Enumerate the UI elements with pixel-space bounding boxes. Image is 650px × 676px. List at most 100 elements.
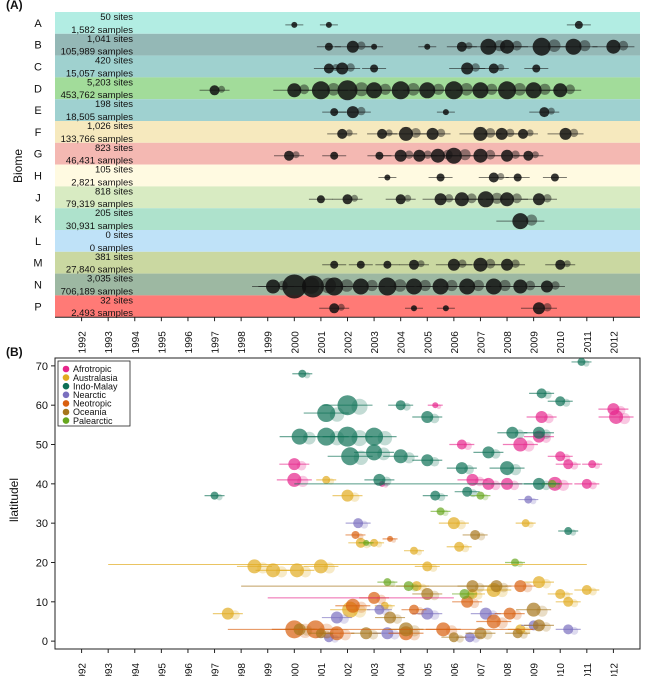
biome-point: [525, 82, 542, 99]
biome-code: P: [34, 301, 41, 313]
biome-point: [473, 148, 488, 163]
legend-swatch: [62, 374, 70, 381]
biome-samples: 453,762 samples: [61, 90, 134, 101]
region-point: [581, 478, 592, 489]
region-point: [529, 497, 537, 505]
biome-code: K: [34, 214, 42, 226]
panel-b-x-tick-label: 1992: [78, 663, 89, 676]
legend-box: [57, 360, 131, 427]
region-point: [442, 509, 449, 517]
region-point: [506, 426, 519, 439]
legend-label: Neotropic: [73, 399, 112, 409]
panel-b-x-tick-label: 2006: [450, 663, 461, 676]
region-point: [463, 442, 472, 451]
region-point: [355, 601, 367, 613]
legend-label: Afrotropic: [73, 364, 112, 374]
region-point: [512, 610, 522, 620]
biome-labels: A 50 sites 1,582 samples B 1,041 sites 105,98…: [33, 12, 133, 319]
panel-b-y-tick-label: 40: [36, 479, 48, 491]
region-point: [514, 429, 525, 440]
biome-point: [346, 63, 355, 72]
biome-point: [550, 173, 559, 182]
region-point: [351, 430, 368, 447]
biome-point: [424, 43, 431, 50]
region-point: [555, 451, 566, 462]
biome-point: [436, 128, 446, 138]
region-point: [456, 439, 467, 450]
panel-b-y-tick-label: 10: [36, 597, 48, 609]
biome-point: [540, 280, 553, 293]
region-point: [509, 464, 522, 476]
biome-point: [458, 259, 467, 268]
region-point: [448, 632, 459, 643]
biome-point: [325, 21, 332, 28]
biome-point: [383, 260, 392, 269]
region-point: [370, 538, 379, 547]
region-point: [377, 447, 391, 461]
panel-b-x-tick-label: 2011: [583, 663, 594, 676]
region-point: [503, 607, 516, 620]
region-point: [557, 479, 569, 491]
region-point: [327, 478, 335, 485]
biome-point: [406, 83, 420, 96]
region-point: [477, 532, 486, 541]
region-point: [618, 412, 631, 425]
region-point: [527, 521, 534, 528]
region-point: [421, 454, 434, 467]
biome-code: L: [35, 236, 41, 248]
region-point: [330, 611, 343, 624]
region-point: [298, 369, 307, 378]
region-point: [466, 591, 475, 600]
region-point: [474, 591, 483, 600]
region-point: [360, 520, 369, 529]
biome-point: [436, 173, 445, 182]
biome-point: [485, 127, 496, 138]
biome-samples: 30,931 samples: [66, 221, 133, 232]
biome-code: F: [35, 127, 42, 139]
biome-point: [501, 149, 514, 162]
biome-point: [499, 279, 511, 292]
region-point: [368, 629, 379, 640]
region-point: [315, 628, 326, 639]
biome-point: [419, 279, 431, 292]
region-point: [526, 602, 541, 617]
region-point: [490, 449, 501, 459]
panel-a-x-tick-label: 1996: [184, 331, 195, 354]
region-point: [615, 405, 626, 416]
region-point: [563, 624, 574, 635]
biome-band: [55, 121, 640, 143]
biome-point: [394, 149, 407, 162]
biome-point: [404, 150, 414, 159]
panel-a-x-tick-label: 1995: [157, 331, 168, 354]
region-point: [353, 450, 369, 466]
legend-swatch: [62, 400, 70, 407]
biome-point: [461, 62, 474, 75]
biome-point: [395, 194, 406, 205]
biome-point: [340, 279, 354, 292]
biome-point: [559, 127, 572, 140]
region-point: [302, 431, 316, 445]
region-point: [455, 462, 468, 475]
region-point: [544, 413, 554, 424]
biome-point: [337, 80, 358, 101]
biome-point: [408, 259, 419, 270]
biome-point: [501, 258, 514, 271]
panel-b-y-tick-label: 20: [36, 557, 48, 569]
region-point: [482, 493, 489, 501]
region-point: [569, 529, 577, 536]
biome-sites: 1,026 sites: [87, 121, 133, 132]
biome-point: [351, 194, 358, 202]
biome-samples: 0 samples: [90, 243, 134, 254]
biome-point: [618, 40, 629, 51]
region-point: [366, 444, 383, 461]
biome-point: [325, 277, 344, 296]
biome-samples: 79,319 samples: [66, 199, 133, 210]
legend-swatch: [62, 391, 70, 399]
panel-b-x-tick-label: 2008: [503, 663, 514, 676]
region-point: [302, 626, 312, 636]
biome-sites: 50 sites: [100, 12, 133, 23]
panel-a-x-tick-label: 1997: [211, 331, 222, 354]
biome-point: [445, 147, 462, 164]
region-point: [210, 491, 219, 500]
region-point: [221, 607, 234, 620]
